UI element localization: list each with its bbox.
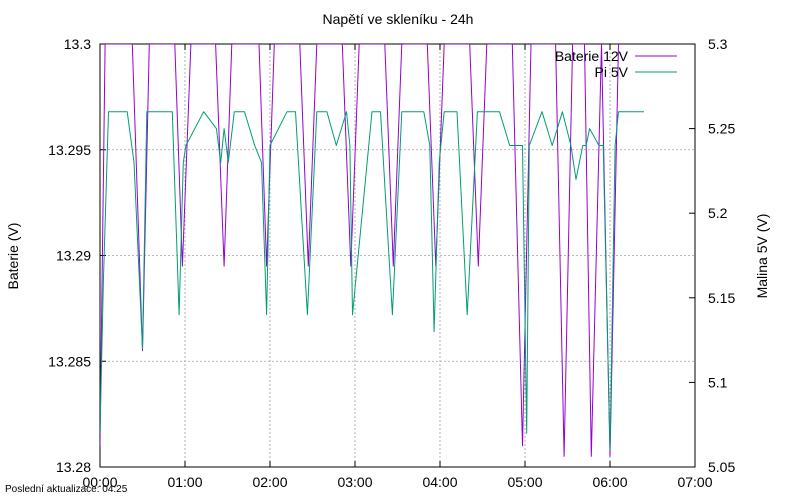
y2-tick-label: 5.25 [708,121,735,137]
y-tick-label: 13.295 [48,142,91,158]
last-update-text: Poslední aktualizace: 04:25 [5,484,128,495]
legend-label: Baterie 12V [555,48,629,64]
x-tick-label: 02:00 [252,474,287,490]
y2-axis-label: Malina 5V (V) [754,214,770,299]
x-tick-label: 00:00 [82,474,117,490]
y2-tick-label: 5.1 [708,374,728,390]
legend-label: Pi 5V [595,64,629,80]
y2-tick-label: 5.2 [708,205,728,221]
y2-tick-label: 5.15 [708,290,735,306]
y2-tick-label: 5.05 [708,459,735,475]
y-tick-label: 13.285 [48,353,91,369]
series-line-1 [100,44,619,457]
x-tick-label: 07:00 [677,474,712,490]
series-lines [100,44,644,457]
y2-tick-labels: 5.05 5.1 5.15 5.2 5.25 5.3 [708,36,735,475]
y2-tick-label: 5.3 [708,36,728,52]
y-axis-label: Baterie (V) [5,223,21,290]
x-tick-label: 05:00 [507,474,542,490]
x-tick-label: 06:00 [592,474,627,490]
x-tick-labels: 00:00 01:00 02:00 03:00 04:00 05:00 06:00 07:00 [82,474,712,490]
x-tick-label: 04:00 [422,474,457,490]
y-tick-labels: 13.28 13.285 13.29 13.295 13.3 [48,36,91,475]
y-tick-label: 13.29 [56,248,91,264]
series-line-2 [100,111,644,451]
y-tick-label: 13.3 [64,36,91,52]
x-tick-label: 01:00 [167,474,202,490]
axis-ticks [99,43,696,468]
chart-title: Napětí ve skleníku - 24h [323,11,474,27]
x-tick-label: 03:00 [337,474,372,490]
y-tick-label: 13.28 [56,459,91,475]
